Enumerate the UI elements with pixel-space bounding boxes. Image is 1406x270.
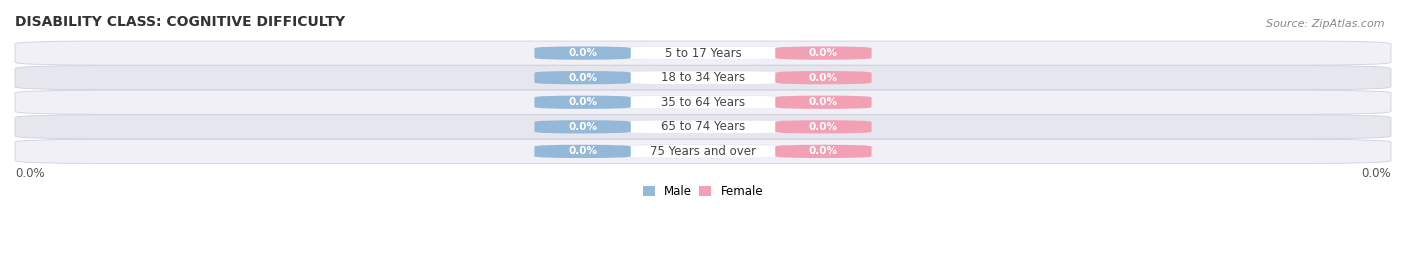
Text: Source: ZipAtlas.com: Source: ZipAtlas.com [1267,19,1385,29]
Text: 0.0%: 0.0% [568,97,598,107]
FancyBboxPatch shape [775,120,872,133]
FancyBboxPatch shape [620,96,786,109]
FancyBboxPatch shape [620,71,786,84]
FancyBboxPatch shape [15,66,1391,90]
FancyBboxPatch shape [775,46,872,60]
Text: DISABILITY CLASS: COGNITIVE DIFFICULTY: DISABILITY CLASS: COGNITIVE DIFFICULTY [15,15,344,29]
Text: 0.0%: 0.0% [808,97,838,107]
FancyBboxPatch shape [534,145,631,158]
Legend: Male, Female: Male, Female [638,181,768,203]
FancyBboxPatch shape [534,120,631,133]
FancyBboxPatch shape [15,115,1391,139]
Text: 5 to 17 Years: 5 to 17 Years [665,47,741,60]
FancyBboxPatch shape [534,71,631,84]
Text: 0.0%: 0.0% [808,73,838,83]
Text: 0.0%: 0.0% [568,122,598,132]
FancyBboxPatch shape [15,41,1391,65]
FancyBboxPatch shape [534,46,631,60]
Text: 0.0%: 0.0% [808,146,838,156]
Text: 0.0%: 0.0% [1361,167,1391,180]
Text: 0.0%: 0.0% [568,73,598,83]
FancyBboxPatch shape [775,145,872,158]
FancyBboxPatch shape [15,139,1391,163]
FancyBboxPatch shape [775,96,872,109]
Text: 0.0%: 0.0% [568,48,598,58]
FancyBboxPatch shape [620,120,786,133]
Text: 0.0%: 0.0% [808,48,838,58]
Text: 75 Years and over: 75 Years and over [650,145,756,158]
FancyBboxPatch shape [15,90,1391,114]
Text: 18 to 34 Years: 18 to 34 Years [661,71,745,84]
Text: 0.0%: 0.0% [808,122,838,132]
FancyBboxPatch shape [620,46,786,60]
FancyBboxPatch shape [775,71,872,84]
Text: 35 to 64 Years: 35 to 64 Years [661,96,745,109]
FancyBboxPatch shape [620,145,786,158]
FancyBboxPatch shape [534,96,631,109]
Text: 65 to 74 Years: 65 to 74 Years [661,120,745,133]
Text: 0.0%: 0.0% [568,146,598,156]
Text: 0.0%: 0.0% [15,167,45,180]
